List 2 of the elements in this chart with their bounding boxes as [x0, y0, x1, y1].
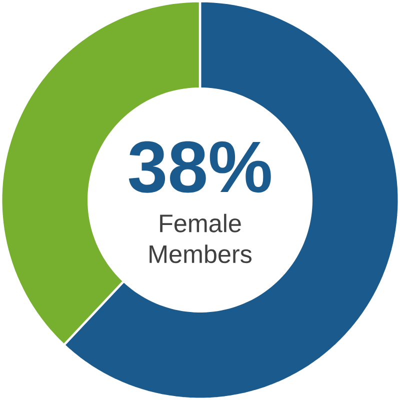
text: 38% — [128, 141, 271, 193]
text: Female Members — [150, 214, 252, 264]
